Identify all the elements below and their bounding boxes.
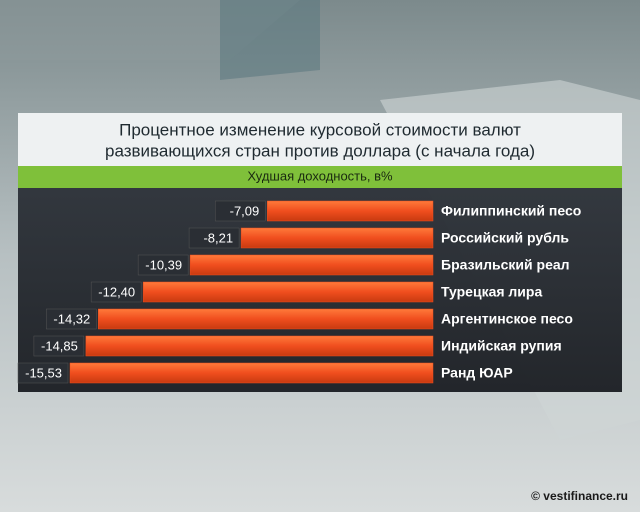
value-label: -10,39: [145, 257, 182, 272]
value-label: -7,09: [230, 203, 260, 218]
value-label-box: [46, 308, 97, 330]
chart-subtitle: Худшая доходность, в%: [247, 168, 393, 183]
value-label-box: [17, 362, 69, 384]
bar: [85, 335, 434, 357]
backdrop-shape: [220, 0, 320, 80]
category-label: Индийская рупия: [441, 338, 562, 354]
bar: [142, 281, 434, 303]
chart-title: развивающихся стран против доллара (с на…: [105, 141, 535, 160]
value-label: -8,21: [203, 230, 233, 245]
bar: [98, 308, 434, 330]
category-label: Аргентинское песо: [441, 311, 573, 327]
subtitle-bar: [18, 166, 622, 188]
value-label-box: [33, 335, 85, 357]
category-label: Ранд ЮАР: [441, 365, 513, 381]
value-label-box: [188, 227, 240, 249]
chart-title: Процентное изменение курсовой стоимости …: [119, 120, 521, 139]
source: © vestifinance.ru: [531, 489, 628, 503]
category-label: Российский рубль: [441, 230, 569, 246]
bar: [240, 227, 434, 249]
value-label: -14,32: [53, 311, 90, 326]
category-label: Бразильский реал: [441, 257, 570, 273]
value-label-box: [90, 281, 142, 303]
value-label: -15,53: [25, 365, 62, 380]
bar: [267, 200, 434, 222]
title-panel: [18, 113, 622, 166]
bar: [69, 362, 434, 384]
bar: [189, 254, 434, 276]
value-label: -14,85: [41, 338, 78, 353]
value-label-box: [215, 200, 266, 222]
value-label: -12,40: [98, 284, 135, 299]
category-label: Филиппинский песо: [441, 203, 581, 219]
value-label-box: [137, 254, 189, 276]
category-label: Турецкая лира: [441, 284, 542, 300]
